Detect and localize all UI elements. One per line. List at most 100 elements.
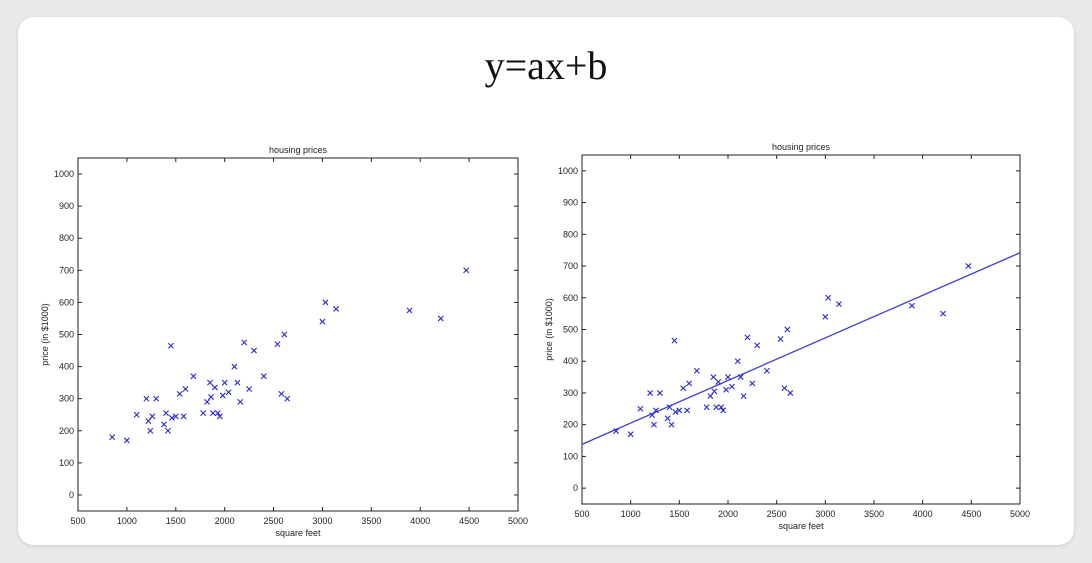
data-point xyxy=(613,428,620,435)
data-point-stroke xyxy=(763,367,770,374)
data-point-stroke xyxy=(652,407,659,414)
y-axis-label: price (in $1000) xyxy=(544,298,554,361)
data-point xyxy=(176,390,183,397)
data-point xyxy=(680,385,687,392)
y-tick-label: 1000 xyxy=(558,166,578,176)
data-point-stroke xyxy=(145,418,152,425)
data-point xyxy=(784,326,791,333)
y-tick-label: 400 xyxy=(59,362,74,372)
data-point-stroke xyxy=(647,389,654,396)
data-point xyxy=(676,407,683,414)
data-point-stroke xyxy=(278,390,285,397)
y-tick-label: 500 xyxy=(563,325,578,335)
data-point-stroke xyxy=(437,315,444,322)
data-point xyxy=(237,398,244,405)
data-point-stroke xyxy=(720,407,727,414)
data-point-stroke xyxy=(322,299,329,306)
data-point xyxy=(278,390,285,397)
y-tick-label: 0 xyxy=(573,483,578,493)
data-point xyxy=(749,380,756,387)
data-point xyxy=(710,374,717,381)
x-tick-label: 500 xyxy=(574,509,589,519)
data-point xyxy=(225,389,232,396)
data-point xyxy=(723,386,730,393)
data-point-stroke xyxy=(241,339,248,346)
x-tick-label: 1000 xyxy=(621,509,641,519)
data-point-stroke xyxy=(725,374,731,381)
data-point-stroke xyxy=(728,383,735,390)
x-tick-label: 2500 xyxy=(767,509,787,519)
data-point xyxy=(322,299,329,306)
data-point xyxy=(684,407,691,414)
data-point-stroke xyxy=(668,421,675,428)
data-point-stroke xyxy=(182,386,189,393)
data-point xyxy=(825,294,832,301)
data-point xyxy=(109,434,116,441)
data-point xyxy=(671,337,678,344)
data-point-stroke xyxy=(463,267,470,274)
data-point-stroke xyxy=(176,390,183,397)
x-tick-label: 3000 xyxy=(312,516,332,526)
data-point xyxy=(207,379,213,386)
data-point xyxy=(149,413,156,420)
data-point xyxy=(274,341,281,348)
data-point xyxy=(835,301,842,308)
data-point-stroke xyxy=(684,407,691,414)
x-tick-label: 500 xyxy=(70,516,85,526)
data-point-stroke xyxy=(221,379,228,386)
data-point-stroke xyxy=(749,380,756,387)
data-point xyxy=(204,398,211,405)
data-point-stroke xyxy=(149,413,156,420)
data-point xyxy=(763,367,770,374)
data-point xyxy=(940,310,947,317)
data-point-stroke xyxy=(744,334,751,341)
data-point-stroke xyxy=(204,398,211,405)
data-point xyxy=(209,410,216,417)
x-tick-label: 5000 xyxy=(1010,509,1030,519)
plot-frame xyxy=(581,154,1021,505)
data-point xyxy=(647,389,654,396)
data-point-stroke xyxy=(835,301,842,308)
data-point xyxy=(787,389,794,396)
data-point-stroke xyxy=(781,385,788,392)
data-point-stroke xyxy=(225,389,232,396)
data-point xyxy=(219,392,226,399)
y-tick-label: 900 xyxy=(563,198,578,208)
data-point-stroke xyxy=(133,411,140,418)
x-tick-label: 4500 xyxy=(459,516,479,526)
data-point-stroke xyxy=(163,410,169,417)
data-point-stroke xyxy=(123,437,130,444)
data-point-stroke xyxy=(153,395,160,402)
data-point-stroke xyxy=(219,392,226,399)
data-point xyxy=(715,378,722,385)
data-point xyxy=(754,342,761,349)
data-point xyxy=(744,334,751,341)
data-point xyxy=(686,380,693,387)
data-point xyxy=(713,404,720,411)
data-point xyxy=(734,358,741,365)
data-point-stroke xyxy=(656,389,663,396)
data-point xyxy=(637,405,644,412)
data-point xyxy=(711,388,718,395)
data-point xyxy=(281,331,288,338)
data-point xyxy=(211,384,218,391)
data-point-stroke xyxy=(234,379,241,386)
data-point xyxy=(153,395,160,402)
data-point xyxy=(182,386,189,393)
data-point-stroke xyxy=(180,413,187,420)
data-point xyxy=(145,418,152,425)
data-point-stroke xyxy=(651,421,658,428)
data-point-stroke xyxy=(664,415,671,422)
y-tick-label: 500 xyxy=(59,330,74,340)
data-point-stroke xyxy=(825,294,832,301)
x-tick-label: 2500 xyxy=(264,516,284,526)
data-point xyxy=(180,413,187,420)
data-point-stroke xyxy=(734,358,741,365)
data-point-stroke xyxy=(613,428,620,435)
data-point-stroke xyxy=(281,331,288,338)
data-point-stroke xyxy=(686,380,693,387)
plot-frame xyxy=(77,157,519,512)
data-point-stroke xyxy=(207,379,213,386)
data-point xyxy=(164,427,171,434)
y-tick-label: 400 xyxy=(563,356,578,366)
